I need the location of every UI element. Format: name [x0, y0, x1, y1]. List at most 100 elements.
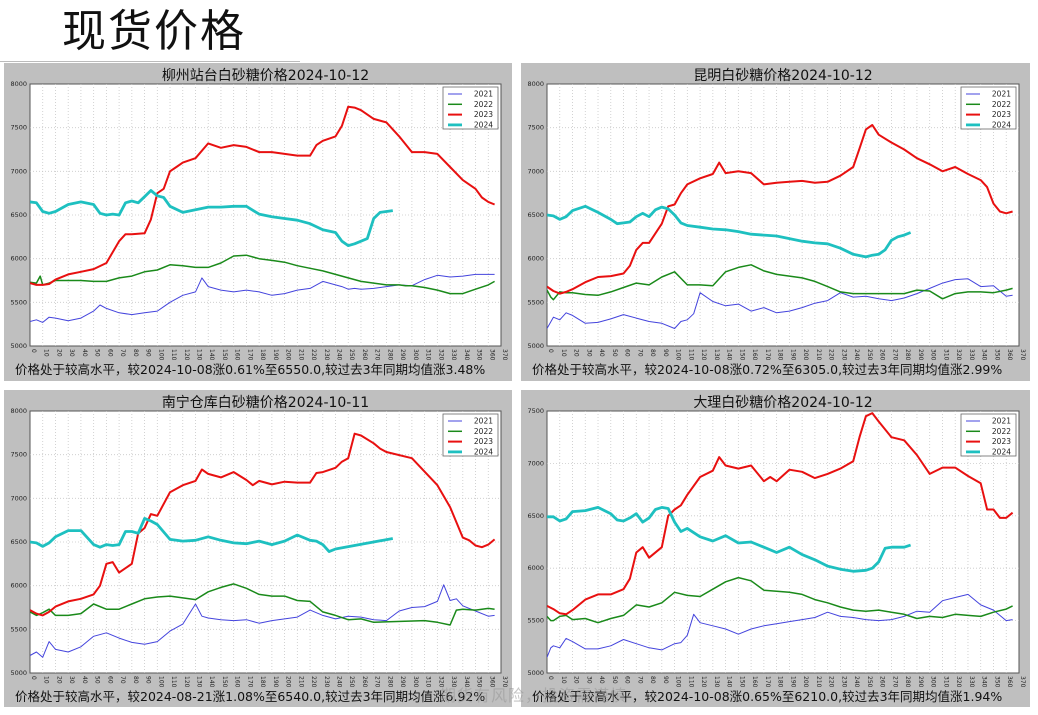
legend-label: 2021 [992, 90, 1011, 99]
line-chart: 柳州站台白砂糖价格2024-10-12 0 10 20 30 40 50 60 70 80 90 10… [10, 67, 508, 361]
legend-label: 2023 [474, 437, 493, 446]
x-tick-label: 340 [463, 349, 470, 361]
series-line-2023 [30, 105, 495, 286]
x-tick-label: 20 [55, 349, 62, 357]
x-tick-label: 130 [195, 676, 202, 688]
x-tick-label: 350 [993, 676, 1000, 688]
x-tick-label: 300 [412, 349, 419, 361]
title-divider [0, 61, 300, 62]
x-tick-label: 140 [208, 676, 215, 688]
x-tick-label: 170 [764, 676, 771, 688]
chart-title: 柳州站台白砂糖价格2024-10-12 [162, 67, 369, 84]
y-tick-label: 5500 [10, 625, 27, 633]
watermark: 期货有风险，投资需谨慎 [440, 686, 628, 705]
x-tick-label: 0 [30, 349, 37, 353]
x-tick-label: 40 [598, 349, 605, 357]
y-tick-label: 6000 [10, 255, 27, 263]
x-tick-label: 200 [802, 349, 809, 361]
x-tick-label: 290 [917, 676, 924, 688]
x-tick-label: 50 [94, 349, 101, 357]
x-tick-label: 340 [981, 676, 988, 688]
x-tick-label: 230 [840, 349, 847, 361]
x-tick-label: 150 [221, 676, 228, 688]
y-tick-label: 5000 [527, 342, 544, 350]
x-tick-label: 330 [968, 349, 975, 361]
x-tick-label: 90 [662, 349, 669, 357]
x-tick-label: 80 [649, 349, 656, 357]
x-tick-label: 230 [323, 349, 330, 361]
x-tick-label: 140 [726, 349, 733, 361]
x-tick-label: 0 [547, 676, 554, 680]
grid [547, 411, 1019, 673]
series-line-2024 [547, 204, 912, 259]
x-tick-label: 230 [323, 676, 330, 688]
y-tick-label: 7000 [527, 459, 544, 467]
x-tick-label: 360 [488, 349, 495, 361]
x-tick-label: 160 [234, 676, 241, 688]
y-tick-label: 5000 [527, 669, 544, 677]
y-tick-label: 6500 [10, 211, 27, 219]
x-tick-label: 310 [425, 349, 432, 361]
x-tick-label: 90 [662, 676, 669, 684]
series-line-2021 [30, 584, 495, 658]
x-tick-label: 240 [336, 676, 343, 688]
y-tick-label: 5500 [10, 298, 27, 306]
line-chart: 大理白砂糖价格2024-10-12 0 10 20 30 40 50 60 70 80 90 100 1… [527, 395, 1026, 688]
chart-title: 大理白砂糖价格2024-10-12 [693, 395, 872, 411]
legend-label: 2024 [992, 447, 1011, 456]
x-tick-label: 50 [611, 676, 618, 684]
y-tick-label: 5500 [527, 298, 544, 306]
x-tick-label: 180 [259, 349, 266, 361]
legend-label: 2022 [474, 100, 493, 109]
y-tick-label: 6500 [527, 512, 544, 520]
series-line-2023 [547, 124, 1013, 295]
series-line-2022 [30, 583, 495, 626]
y-tick-label: 6000 [10, 582, 27, 590]
series-line-2022 [547, 264, 1013, 301]
x-tick-label: 120 [183, 349, 190, 361]
x-tick-label: 100 [675, 676, 682, 688]
x-tick-label: 60 [106, 349, 113, 357]
x-tick-label: 240 [853, 676, 860, 688]
series-line-2024 [547, 506, 912, 573]
chart-summary: 价格处于较高水平，较2024-08-21涨1.08%至6540.0,较过去3年同… [15, 689, 486, 704]
legend-label: 2023 [474, 110, 493, 119]
x-tick-label: 370 [1019, 349, 1026, 361]
x-tick-label: 190 [789, 349, 796, 361]
grid [30, 411, 501, 673]
x-tick-label: 240 [336, 349, 343, 361]
legend-label: 2022 [992, 100, 1011, 109]
y-tick-label: 8000 [10, 407, 27, 415]
x-tick-label: 170 [246, 676, 253, 688]
legend-label: 2021 [474, 90, 493, 99]
chart-summary: 价格处于较高水平，较2024-10-08涨0.61%至6550.0,较过去3年同… [15, 362, 486, 377]
y-tick-label: 8000 [10, 80, 27, 88]
chart-panel-kunming: 昆明白砂糖价格2024-10-12 0 10 20 30 40 50 60 70 80 90 100 1… [521, 63, 1030, 381]
x-tick-label: 350 [993, 349, 1000, 361]
chart-title: 昆明白砂糖价格2024-10-12 [693, 68, 872, 84]
x-tick-label: 60 [624, 349, 631, 357]
chart-panel-liuzhou: 柳州站台白砂糖价格2024-10-12 0 10 20 30 40 50 60 70 80 90 10… [4, 63, 512, 381]
x-tick-label: 340 [463, 676, 470, 688]
series-line-2022 [547, 576, 1013, 624]
x-tick-label: 250 [348, 676, 355, 688]
x-tick-label: 350 [476, 349, 483, 361]
x-tick-label: 160 [751, 349, 758, 361]
x-tick-label: 160 [234, 349, 241, 361]
x-tick-label: 50 [611, 349, 618, 357]
x-tick-label: 10 [43, 676, 50, 684]
x-tick-label: 280 [386, 349, 393, 361]
x-tick-label: 290 [399, 349, 406, 361]
legend-label: 2022 [474, 427, 493, 436]
x-tick-label: 0 [547, 349, 554, 353]
x-tick-label: 250 [866, 349, 873, 361]
x-tick-label: 20 [573, 676, 580, 684]
y-tick-label: 6500 [10, 538, 27, 546]
x-tick-label: 30 [585, 349, 592, 357]
x-tick-label: 360 [1006, 676, 1013, 688]
x-tick-label: 150 [738, 676, 745, 688]
x-tick-label: 0 [30, 676, 37, 680]
